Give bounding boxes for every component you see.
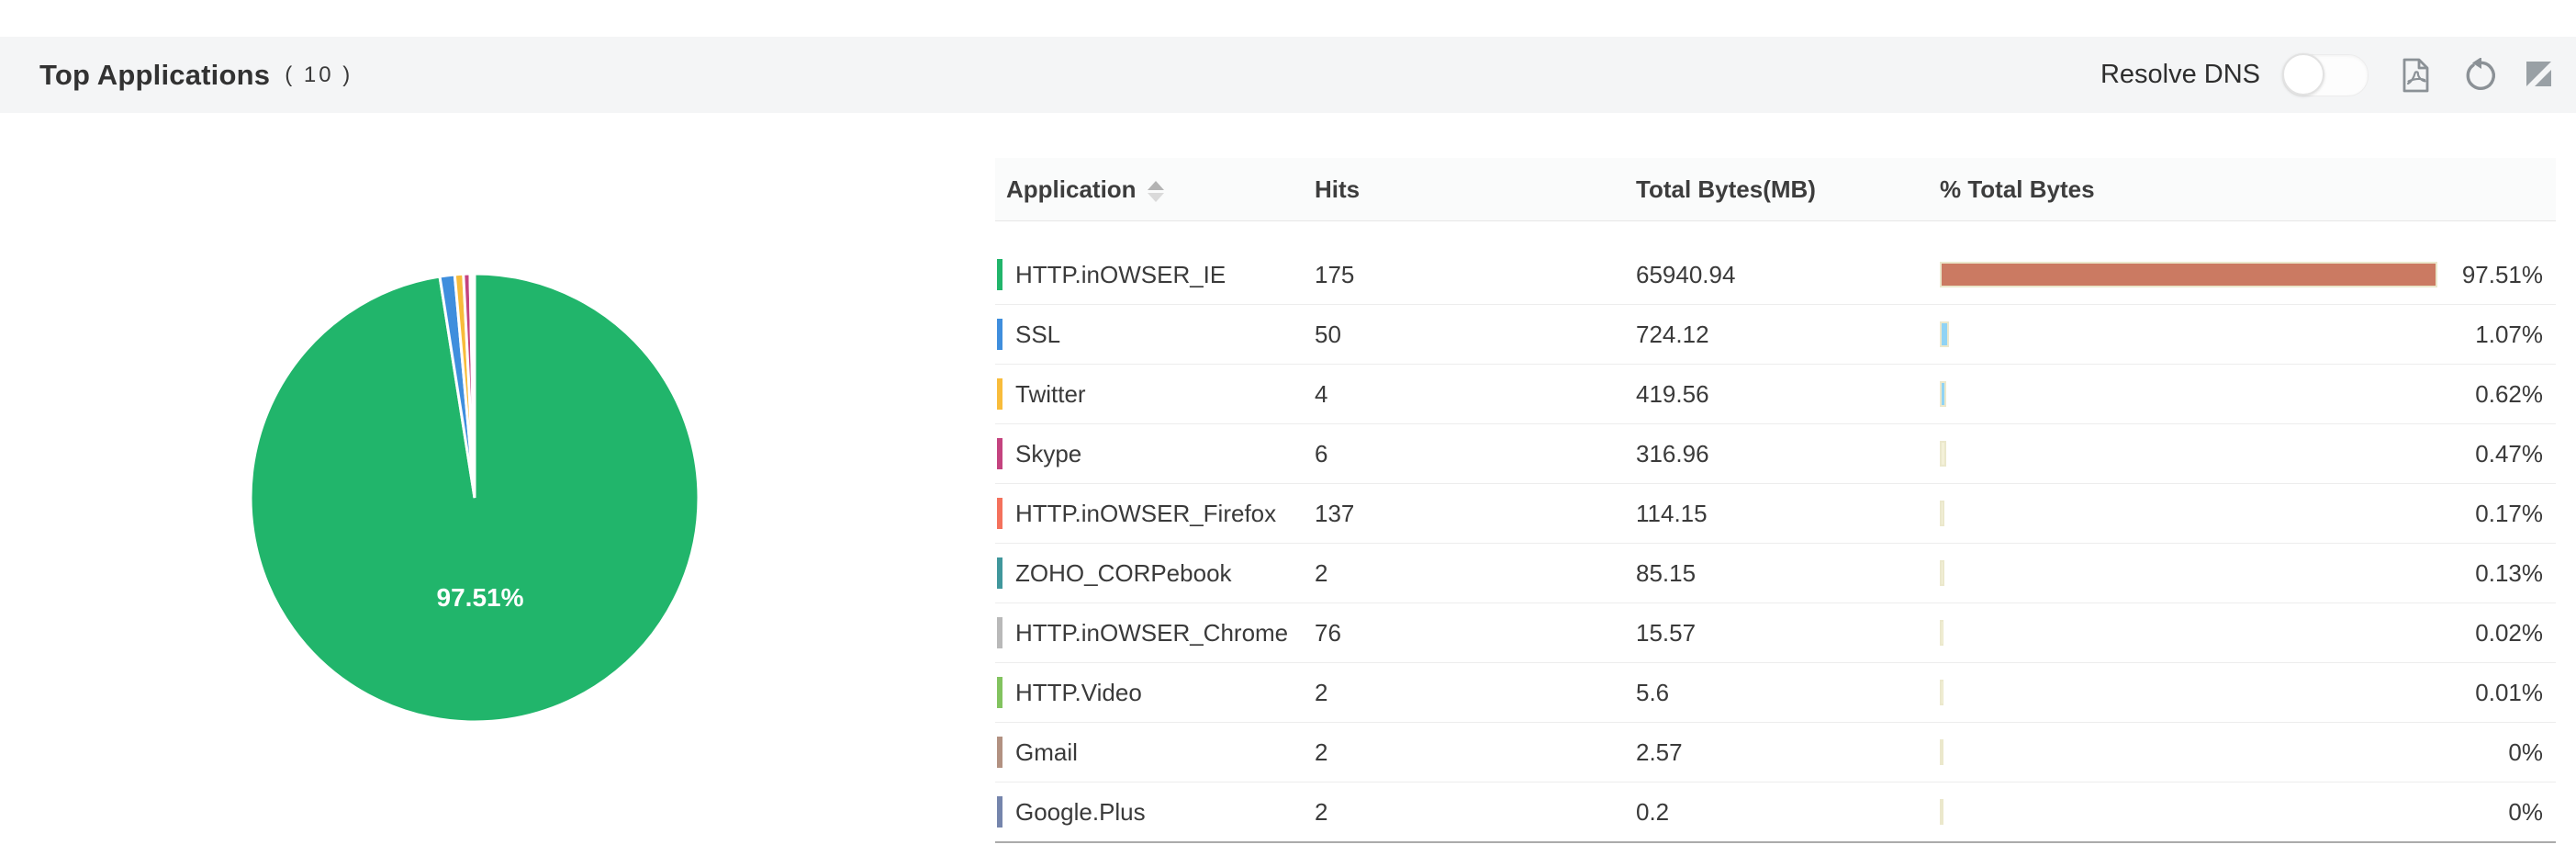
pct-cell: 0.47% xyxy=(2475,440,2543,467)
total-bytes-cell: 419.56 xyxy=(1636,380,1709,408)
hits-cell: 2 xyxy=(1315,738,1328,766)
pie-chart-container: 97.51% xyxy=(248,271,701,725)
table-row: HTTP.inOWSER_Firefox 137 114.15 0.17% xyxy=(995,484,2556,544)
application-cell: HTTP.inOWSER_IE xyxy=(1015,261,1226,288)
table-header: Application Hits Total Bytes(MB) % Total… xyxy=(995,158,2556,221)
total-bytes-cell: 724.12 xyxy=(1636,321,1709,348)
application-cell: ZOHO_CORPebook xyxy=(1015,559,1232,587)
app-color-indicator xyxy=(997,617,1002,648)
app-color-indicator xyxy=(997,677,1002,708)
total-bytes-cell: 5.6 xyxy=(1636,679,1670,706)
top-applications-table: Application Hits Total Bytes(MB) % Total… xyxy=(995,158,2556,843)
table-row: Gmail 2 2.57 0% xyxy=(995,723,2556,783)
resolve-dns-toggle[interactable] xyxy=(2282,52,2369,96)
pct-cell: 0.13% xyxy=(2475,559,2543,587)
pdf-export-icon[interactable] xyxy=(2398,56,2433,95)
hits-cell: 2 xyxy=(1315,559,1328,587)
table-row: ZOHO_CORPebook 2 85.15 0.13% xyxy=(995,544,2556,603)
hits-cell: 137 xyxy=(1315,500,1355,527)
total-bytes-cell: 15.57 xyxy=(1636,619,1697,647)
app-color-indicator xyxy=(997,438,1002,469)
hits-cell: 76 xyxy=(1315,619,1341,647)
pct-cell: 0.17% xyxy=(2475,500,2543,527)
application-count: ( 10 ) xyxy=(285,62,353,87)
hits-cell: 4 xyxy=(1315,380,1328,408)
pct-cell: 97.51% xyxy=(2461,261,2543,288)
column-header-pct-total-bytes[interactable]: % Total Bytes xyxy=(1940,175,2095,203)
expand-icon[interactable] xyxy=(2526,61,2554,89)
application-cell: Skype xyxy=(1015,440,1082,467)
pct-bar xyxy=(1940,739,1943,765)
hits-cell: 175 xyxy=(1315,261,1355,288)
widget-header: Top Applications ( 10 ) Resolve DNS xyxy=(0,37,2576,113)
pct-bar xyxy=(1940,560,1944,586)
total-bytes-cell: 316.96 xyxy=(1636,440,1709,467)
sort-asc-icon xyxy=(1147,180,1164,190)
table-row: Google.Plus 2 0.2 0% xyxy=(995,783,2556,843)
hits-cell: 2 xyxy=(1315,798,1328,826)
app-color-indicator xyxy=(997,378,1002,410)
table-body: HTTP.inOWSER_IE 175 65940.94 97.51% SSL 50 724… xyxy=(995,245,2556,843)
pct-cell: 0.02% xyxy=(2475,619,2543,647)
pct-bar xyxy=(1940,501,1944,526)
pct-cell: 1.07% xyxy=(2475,321,2543,348)
application-cell: Twitter xyxy=(1015,380,1086,408)
application-cell: SSL xyxy=(1015,321,1061,348)
pct-bar xyxy=(1940,321,1949,347)
column-header-hits[interactable]: Hits xyxy=(1315,175,1361,203)
application-cell: HTTP.Video xyxy=(1015,679,1142,706)
table-row: HTTP.inOWSER_IE 175 65940.94 97.51% xyxy=(995,245,2556,305)
total-bytes-cell: 2.57 xyxy=(1636,738,1683,766)
pct-cell: 0% xyxy=(2508,738,2543,766)
pct-cell: 0.62% xyxy=(2475,380,2543,408)
pct-bar xyxy=(1940,441,1946,467)
total-bytes-cell: 114.15 xyxy=(1636,500,1708,527)
toggle-knob xyxy=(2282,52,2324,96)
app-color-indicator xyxy=(997,259,1002,290)
pct-bar xyxy=(1940,262,2438,287)
table-row: HTTP.inOWSER_Chrome 76 15.57 0.02% xyxy=(995,603,2556,663)
sort-icon[interactable] xyxy=(1147,180,1164,202)
table-row: Twitter 4 419.56 0.62% xyxy=(995,365,2556,424)
total-bytes-cell: 0.2 xyxy=(1636,798,1670,826)
app-color-indicator xyxy=(997,796,1002,828)
app-color-indicator xyxy=(997,557,1002,589)
application-cell: Gmail xyxy=(1015,738,1078,766)
refresh-icon[interactable] xyxy=(2462,57,2497,93)
table-row: SSL 50 724.12 1.07% xyxy=(995,305,2556,365)
pct-cell: 0.01% xyxy=(2475,679,2543,706)
column-header-total-bytes[interactable]: Total Bytes(MB) xyxy=(1636,175,1816,203)
table-row: Skype 6 316.96 0.47% xyxy=(995,424,2556,484)
application-cell: HTTP.inOWSER_Firefox xyxy=(1015,500,1277,527)
app-color-indicator xyxy=(997,498,1002,529)
pct-bar xyxy=(1940,680,1944,705)
app-color-indicator xyxy=(997,319,1002,350)
pct-bar xyxy=(1940,799,1943,825)
hits-cell: 6 xyxy=(1315,440,1328,467)
total-bytes-cell: 85.15 xyxy=(1636,559,1697,587)
sort-desc-icon xyxy=(1147,192,1164,202)
pie-center-label: 97.51% xyxy=(437,583,524,612)
application-cell: HTTP.inOWSER_Chrome xyxy=(1015,619,1289,647)
hits-cell: 50 xyxy=(1315,321,1341,348)
app-color-indicator xyxy=(997,737,1002,768)
pct-cell: 0% xyxy=(2508,798,2543,826)
pie-chart[interactable]: 97.51% xyxy=(248,271,701,725)
table-row: HTTP.Video 2 5.6 0.01% xyxy=(995,663,2556,723)
pct-bar xyxy=(1940,620,1944,646)
column-header-application[interactable]: Application xyxy=(1006,158,1164,220)
application-cell: Google.Plus xyxy=(1015,798,1146,826)
hits-cell: 2 xyxy=(1315,679,1328,706)
total-bytes-cell: 65940.94 xyxy=(1636,261,1736,288)
pct-bar xyxy=(1940,381,1947,407)
page-title: Top Applications xyxy=(39,58,271,91)
resolve-dns-label: Resolve DNS xyxy=(2100,60,2260,89)
